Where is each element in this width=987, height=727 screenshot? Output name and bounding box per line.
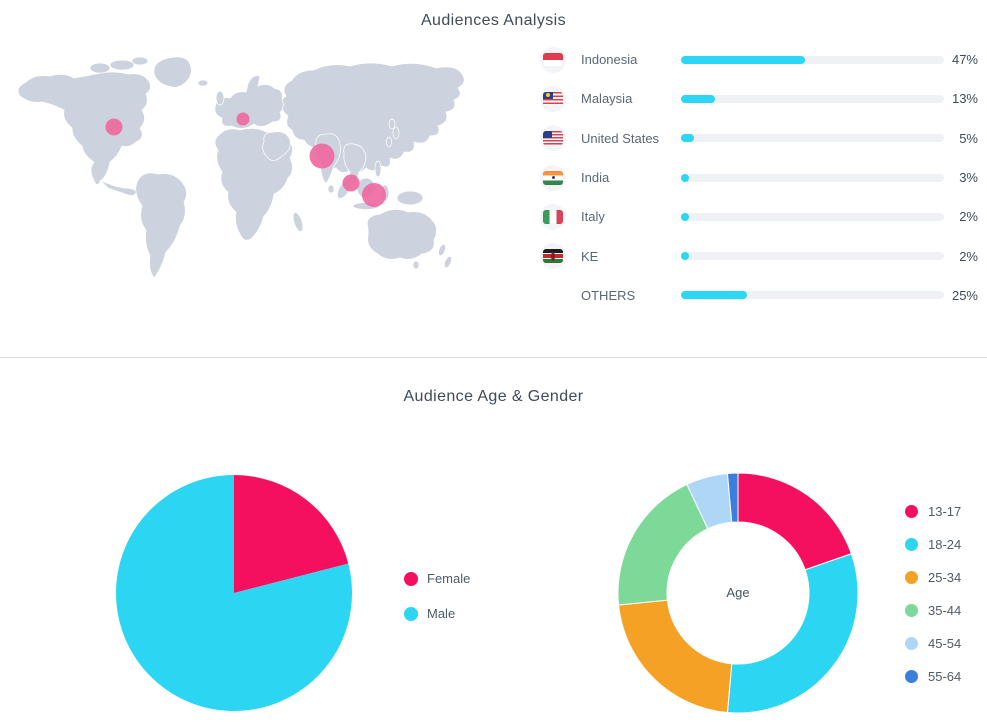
legend-label-male: Male	[427, 606, 456, 621]
country-bar[interactable]	[681, 173, 944, 182]
gender-pie-chart[interactable]	[114, 473, 354, 713]
country-label: OTHERS	[581, 287, 636, 303]
map-bubble-malaysia[interactable]	[342, 174, 360, 192]
gender-slice-male[interactable]	[115, 475, 352, 711]
indonesia-flag-icon	[540, 46, 566, 73]
age-35-44-color-dot	[905, 604, 918, 617]
country-percent: 47%	[951, 52, 978, 68]
gender-legend: Female Male	[404, 561, 470, 631]
map-bubble-united-states[interactable]	[105, 118, 123, 136]
legend-label-45-54: 45-54	[928, 636, 962, 651]
legend-label-18-24: 18-24	[928, 537, 962, 552]
country-percent: 5%	[959, 130, 978, 146]
world-map[interactable]	[0, 30, 520, 320]
country-row-indonesia: Indonesia 47%	[540, 40, 978, 79]
age-13-17-color-dot	[905, 505, 918, 518]
india-flag-icon	[540, 164, 566, 191]
continent-south-america	[135, 172, 187, 279]
age-slice-18-24[interactable]	[726, 553, 859, 714]
gender-slice-female[interactable]	[234, 475, 349, 593]
country-bar[interactable]	[681, 55, 944, 64]
country-row-italy: Italy 2%	[540, 197, 978, 236]
legend-item-55-64[interactable]: 55-64	[905, 660, 961, 693]
legend-item-18-24[interactable]: 18-24	[905, 528, 961, 561]
country-row-kenya: KE 2%	[540, 236, 978, 275]
country-bar[interactable]	[681, 134, 944, 143]
legend-item-male[interactable]: Male	[404, 596, 470, 631]
age-donut-chart[interactable]	[616, 471, 860, 715]
male-color-dot	[404, 606, 418, 621]
map-bubble-italy[interactable]	[236, 112, 250, 126]
greenland	[153, 56, 192, 88]
country-label: Malaysia	[581, 91, 633, 107]
legend-label-13-17: 13-17	[928, 504, 962, 519]
country-label: United States	[581, 130, 660, 146]
age-legend: 13-17 18-24 25-34 35-44 45-54 55-64	[905, 495, 961, 693]
country-list: Indonesia 47% Malaysia 13% United States…	[540, 40, 978, 315]
legend-item-45-54[interactable]: 45-54	[905, 627, 961, 660]
country-row-others: OTHERS 25%	[540, 276, 978, 315]
age-25-34-color-dot	[905, 571, 918, 584]
continent-europe	[214, 75, 285, 129]
legend-label-35-44: 35-44	[928, 603, 962, 618]
country-row-india: India 3%	[540, 158, 978, 197]
country-percent: 13%	[951, 91, 978, 107]
age-18-24-color-dot	[905, 538, 918, 551]
legend-item-female[interactable]: Female	[404, 561, 470, 596]
country-percent: 2%	[959, 209, 978, 225]
country-label: India	[581, 170, 610, 186]
country-bar[interactable]	[681, 291, 944, 300]
age-slice-13-17[interactable]	[737, 472, 853, 571]
country-row-united-states: United States 5%	[540, 119, 978, 158]
map-bubble-indonesia[interactable]	[362, 183, 386, 207]
italy-flag-icon	[540, 203, 566, 230]
legend-item-25-34[interactable]: 25-34	[905, 561, 961, 594]
legend-label-55-64: 55-64	[928, 669, 962, 684]
female-color-dot	[404, 571, 418, 586]
map-continents	[17, 56, 465, 279]
country-percent: 3%	[959, 170, 978, 186]
continent-north-america	[17, 71, 151, 185]
section-title-audiences: Audiences Analysis	[420, 12, 567, 29]
legend-item-35-44[interactable]: 35-44	[905, 594, 961, 627]
section-divider	[0, 357, 987, 358]
country-percent: 2%	[959, 248, 978, 264]
country-label: KE	[581, 248, 599, 264]
country-label: Italy	[581, 209, 605, 225]
legend-label-25-34: 25-34	[928, 570, 962, 585]
map-bubble-india[interactable]	[309, 143, 335, 169]
country-bar[interactable]	[681, 212, 944, 221]
map-bubbles-layer	[105, 112, 386, 207]
donut-center-label: Age	[726, 585, 750, 600]
age-slice-55-64[interactable]	[726, 472, 739, 523]
united-states-flag-icon	[540, 125, 566, 152]
country-percent: 25%	[951, 287, 978, 303]
country-bar[interactable]	[681, 94, 944, 103]
continent-australia	[366, 209, 437, 260]
country-label: Indonesia	[581, 52, 638, 68]
malaysia-flag-icon	[540, 85, 566, 112]
age-45-54-color-dot	[905, 637, 918, 650]
age-55-64-color-dot	[905, 670, 918, 683]
section-title-age-gender: Audience Age & Gender	[403, 388, 584, 405]
country-bar[interactable]	[681, 252, 944, 261]
kenya-flag-icon	[540, 243, 566, 270]
country-row-malaysia: Malaysia 13%	[540, 79, 978, 118]
legend-label-female: Female	[427, 571, 471, 586]
legend-item-13-17[interactable]: 13-17	[905, 495, 961, 528]
age-slice-25-34[interactable]	[618, 599, 733, 714]
